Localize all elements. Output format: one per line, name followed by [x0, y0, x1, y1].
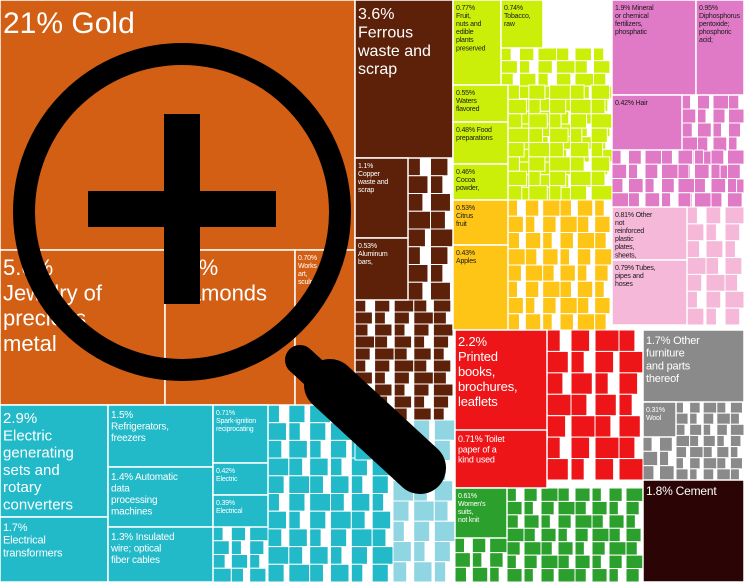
treemap-tile	[642, 479, 744, 582]
treemap-tile	[454, 487, 508, 539]
treemap-tile	[611, 94, 683, 151]
treemap-tile	[454, 429, 548, 489]
tile-label: 0.77% Fruit, nuts and edible plants preserved	[456, 5, 486, 52]
red-small-cell	[594, 458, 615, 481]
treemap-tile	[452, 0, 502, 86]
treemap-tile	[0, 404, 109, 518]
cyanlight-small-cell	[433, 561, 447, 582]
pinklight-small-cell	[705, 307, 717, 326]
treemap-tile	[107, 526, 214, 582]
treemap-tile	[695, 0, 744, 96]
tile-label: 2.2% Printed books, brochures, leaflets	[458, 334, 517, 409]
treemap-tile	[354, 0, 454, 159]
tile-label: 0.79% Tubes, pipes and hoses	[615, 265, 656, 288]
cyan-small-cell	[249, 567, 267, 582]
tile-label: 1.7% Electrical transformers	[3, 522, 63, 559]
orange-small-cell	[559, 313, 574, 331]
tile-label: 3.6% Ferrous waste and scrap	[357, 6, 431, 78]
tile-label: 21% Gold	[3, 7, 135, 40]
tile-label: 0.53% Citrus fruit	[456, 205, 475, 228]
tile-label: 0.81% Other not reinforced plastic plates, sh…	[615, 212, 653, 259]
tile-label: 0.53% Aluminum bars,	[358, 243, 388, 266]
brown-small-cell	[430, 281, 451, 301]
tile-label: 0.95% Diphosphorus pentoxide; phosphoric aci…	[699, 5, 740, 44]
treemap-tile	[0, 516, 109, 582]
treemap-tile	[212, 494, 269, 528]
treemap-tile	[642, 401, 677, 438]
cyanlight-small-cell	[413, 561, 433, 582]
tile-label: 1.3% Insulated wire; optical fiber cables	[110, 532, 174, 566]
treemap-tile	[212, 462, 269, 496]
tile-label: 0.46% Cocoa powder,	[456, 169, 479, 192]
tile-label: 0.42% Hair	[615, 100, 648, 107]
tile-label: 0.42% Electric	[216, 468, 238, 483]
tile-label: 1.5% Refrigerators, freezers	[111, 410, 169, 444]
treemap-tile	[642, 329, 744, 403]
red-small-cell	[570, 458, 585, 481]
treemap-tile	[107, 466, 214, 528]
tile-label: 0.48% Food preparations	[456, 127, 493, 142]
tile-label: 0.61% Women's suits, not knit	[458, 493, 486, 524]
tile-label: 0.55% Waters flavored	[456, 90, 480, 113]
tile-label: 0.71% Toilet paper of a kind used	[458, 434, 505, 465]
tile-label: 1.8% Cement	[646, 484, 717, 498]
treemap-tile	[212, 404, 269, 464]
tile-label: 0.43% Apples	[456, 250, 477, 265]
tile-label: 2.9% Electric generating sets and rotary conv…	[3, 410, 74, 513]
treemap-tile	[454, 329, 548, 441]
treemap-tile	[354, 237, 409, 301]
treemap-tile	[107, 404, 214, 468]
tile-label: 1.4% Automatic data processing machines	[111, 472, 178, 518]
treemap-tile	[611, 259, 688, 326]
tile-label: 1.7% Other furniture and parts thereof	[646, 335, 700, 385]
treemap-tile	[500, 0, 544, 49]
tile-label: 0.31% Wool	[646, 407, 665, 422]
cyan-small-cell	[230, 567, 244, 582]
tile-label: 0.71% Spark-ignition reciprocating	[216, 410, 256, 433]
tile-label: 1.1% Copper waste and scrap	[357, 163, 388, 194]
tile-label: 0.74% Tobacco, raw	[504, 5, 531, 28]
pinklight-small-cell	[724, 307, 741, 326]
tile-label: 1.9% Mineral or chemical fertilizers, phosp…	[615, 5, 654, 36]
tile-label: 0.39% Electrical	[216, 500, 243, 515]
treemap-tile	[452, 199, 509, 246]
treemap-tile	[452, 121, 509, 165]
cyanlight-small-cell	[392, 561, 408, 582]
treemap-tile	[452, 244, 509, 331]
